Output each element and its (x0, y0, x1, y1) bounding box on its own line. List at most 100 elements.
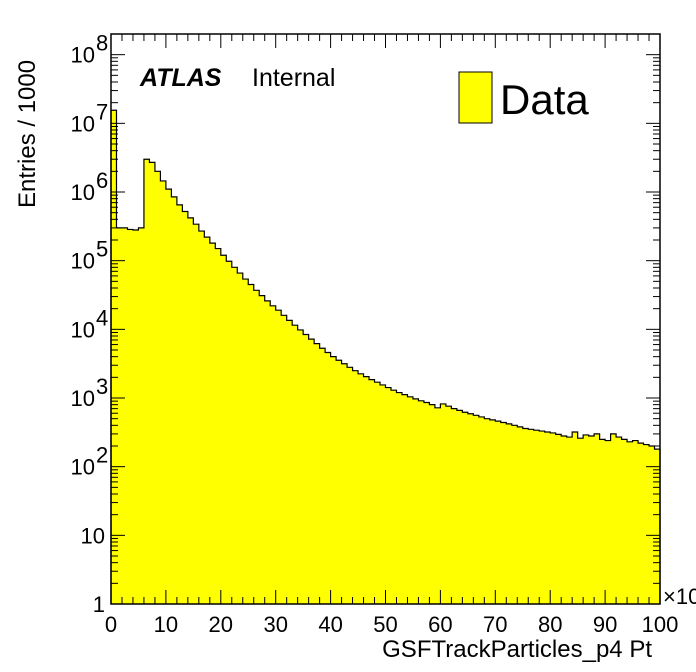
histogram-bin (478, 416, 485, 604)
histogram-bin (226, 261, 233, 604)
histogram-bin (336, 360, 342, 604)
axis-ticks-layer (110, 33, 661, 605)
y-tick-label: 10 (71, 111, 95, 136)
histogram-bin (555, 434, 562, 604)
y-tick-label: 10 (71, 249, 95, 274)
histogram-bin (292, 325, 299, 604)
histogram-bin (528, 429, 535, 604)
x-tick-label: 50 (373, 612, 397, 637)
legend-swatch-data (458, 71, 493, 124)
histogram-bin (522, 428, 529, 604)
y-tick-label-exponent: 7 (96, 99, 108, 124)
histogram-bin (303, 334, 310, 604)
histogram-bin (138, 227, 145, 604)
histogram-bin (605, 440, 611, 604)
x-tick-label: 60 (428, 612, 452, 637)
x-axis-title: GSFTrackParticles_p4 Pt (382, 636, 652, 663)
histogram-bin (390, 390, 397, 604)
x-tick-label: 0 (105, 612, 117, 637)
x-axis-multiplier: ×10 (663, 584, 696, 609)
histogram-bin (358, 373, 364, 604)
x-tick-label: 70 (483, 612, 507, 637)
histogram-bin (347, 367, 353, 604)
histogram-bin (275, 310, 282, 604)
histogram-bin (484, 418, 491, 604)
histogram-bin (143, 159, 150, 604)
histogram-bin (165, 189, 172, 605)
histogram-bin (374, 382, 381, 604)
histogram-bin (451, 408, 458, 604)
histogram-bin (649, 445, 655, 604)
histogram-bin (517, 426, 524, 604)
histogram-bin (121, 227, 128, 604)
histogram-bin (259, 295, 266, 604)
histogram-bin (434, 407, 441, 604)
histogram-bin (385, 387, 392, 604)
histogram-bin (610, 433, 617, 604)
histogram-bin (594, 433, 601, 604)
histogram-bin (182, 211, 189, 604)
histogram-bin (566, 437, 573, 604)
histogram-bin (198, 231, 205, 604)
histogram-bin (511, 425, 518, 604)
histogram-bin (495, 421, 502, 604)
histogram-bin (396, 392, 403, 604)
y-tick-label: 10 (71, 455, 95, 480)
histogram-bin (187, 217, 194, 604)
histogram-bin (220, 255, 227, 604)
histogram-bin (473, 415, 480, 604)
histogram-bin (193, 224, 200, 604)
histogram-bin (616, 437, 622, 604)
y-tick-label-exponent: 2 (96, 443, 108, 468)
histogram-bin (363, 376, 370, 604)
x-tick-label: 80 (538, 612, 562, 637)
y-tick-label: 10 (71, 317, 95, 342)
histogram-bin (116, 227, 123, 604)
histogram-bin (314, 343, 321, 604)
atlas-internal-label: Internal (252, 64, 335, 92)
x-tick-label: 40 (318, 612, 342, 637)
y-tick-label: 1 (93, 592, 105, 617)
atlas-label: ATLAS (139, 64, 222, 92)
x-tick-label: 30 (263, 612, 287, 637)
histogram-bin (209, 243, 216, 605)
histogram-bin (330, 356, 337, 604)
histogram-bin (160, 180, 167, 604)
histogram-bin (154, 171, 161, 605)
histogram-bin (654, 449, 661, 604)
histogram-bin (270, 305, 277, 604)
histogram-bin (308, 339, 315, 604)
histogram-bin (412, 398, 419, 604)
y-tick-label-exponent: 5 (96, 237, 108, 262)
histogram-bin (572, 431, 579, 604)
histogram-bin (352, 370, 359, 604)
y-axis-title: Entries / 1000 (14, 60, 41, 208)
histogram-bin (204, 237, 211, 604)
histogram-bin (401, 394, 408, 604)
histogram-bin (506, 423, 513, 604)
histogram-bin (467, 413, 474, 604)
x-tick-label: 100 (642, 612, 679, 637)
histogram-bin (643, 444, 650, 604)
histogram-bin (539, 431, 546, 604)
histogram-bin (621, 439, 628, 604)
histogram-bin (149, 162, 156, 605)
y-tick-label-exponent: 3 (96, 374, 108, 399)
histogram-bin (286, 320, 293, 604)
histogram-bin (638, 443, 644, 604)
histogram-bin (132, 229, 139, 604)
histogram-bin (577, 438, 584, 604)
histogram-bin (237, 273, 244, 604)
histogram-bin (632, 440, 639, 604)
histogram-bin (176, 204, 183, 604)
histogram-bin (489, 419, 496, 604)
histogram-bin (253, 290, 260, 604)
histogram-bin (215, 248, 222, 605)
histogram-bin (627, 441, 633, 604)
histogram-bin (297, 329, 304, 604)
histogram-bin (418, 400, 425, 604)
y-tick-label-exponent: 8 (96, 31, 108, 56)
histogram-bin (588, 435, 595, 604)
histogram-bin (550, 432, 557, 604)
